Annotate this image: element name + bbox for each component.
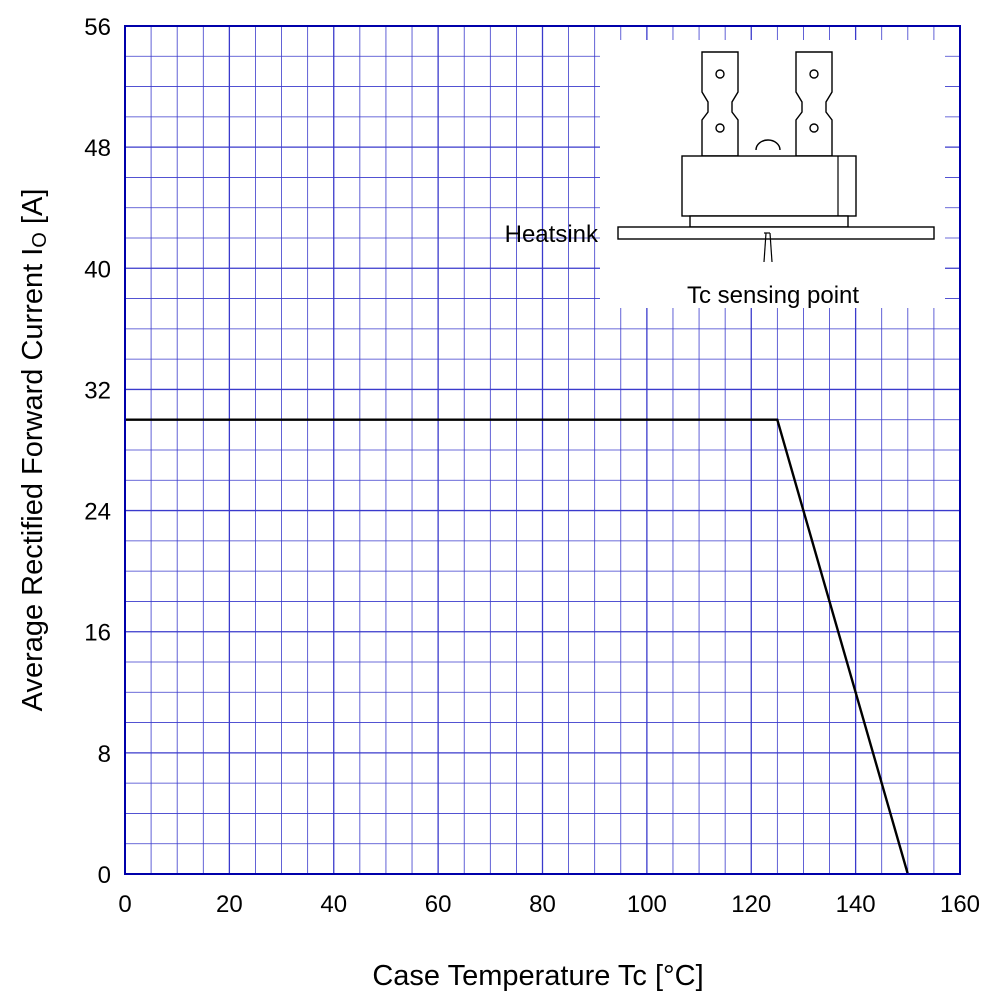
terminal-right-icon bbox=[795, 51, 833, 157]
y-axis-title-main: Average Rectified Forward Current I bbox=[17, 248, 49, 712]
heatsink-plate bbox=[617, 226, 935, 240]
sensing-wire-icon bbox=[763, 232, 773, 263]
sensing-point-label: Tc sensing point bbox=[687, 282, 859, 309]
grid bbox=[124, 25, 961, 875]
x-tick-label: 80 bbox=[529, 891, 556, 918]
y-tick-label: 16 bbox=[84, 620, 111, 647]
y-tick-label: 8 bbox=[98, 741, 111, 768]
y-axis-title: Average Rectified Forward Current IO [A] bbox=[17, 189, 51, 712]
heatsink-label: Heatsink bbox=[505, 221, 599, 248]
x-tick-label: 0 bbox=[118, 891, 131, 918]
y-tick-label: 0 bbox=[98, 862, 111, 889]
y-tick-label: 40 bbox=[84, 256, 111, 283]
tick-labels: 0 20 40 60 80 100 120 140 160 0 8 16 24 32 40 48 56 bbox=[84, 14, 980, 918]
y-axis-title-subscript: O bbox=[29, 232, 51, 248]
screw-icon bbox=[755, 139, 781, 151]
x-tick-label: 100 bbox=[627, 891, 667, 918]
plot-frame bbox=[124, 25, 961, 875]
terminal-left-icon bbox=[701, 51, 739, 157]
y-axis-title-unit: [A] bbox=[17, 189, 49, 233]
x-tick-label: 140 bbox=[836, 891, 876, 918]
x-tick-label: 40 bbox=[320, 891, 347, 918]
series-line bbox=[125, 418, 909, 875]
y-tick-label: 24 bbox=[84, 499, 111, 526]
y-tick-label: 48 bbox=[84, 135, 111, 162]
x-tick-label: 20 bbox=[216, 891, 243, 918]
y-tick-label: 56 bbox=[84, 14, 111, 41]
rectifier-body bbox=[681, 155, 857, 217]
x-tick-label: 160 bbox=[940, 891, 980, 918]
inset-diagram: Heatsink Tc sensing point bbox=[505, 40, 945, 309]
rectifier-base bbox=[689, 215, 849, 228]
x-tick-label: 60 bbox=[425, 891, 452, 918]
y-tick-label: 32 bbox=[84, 377, 111, 404]
x-tick-label: 120 bbox=[731, 891, 771, 918]
x-axis-title: Case Temperature Tc [°C] bbox=[372, 960, 703, 992]
